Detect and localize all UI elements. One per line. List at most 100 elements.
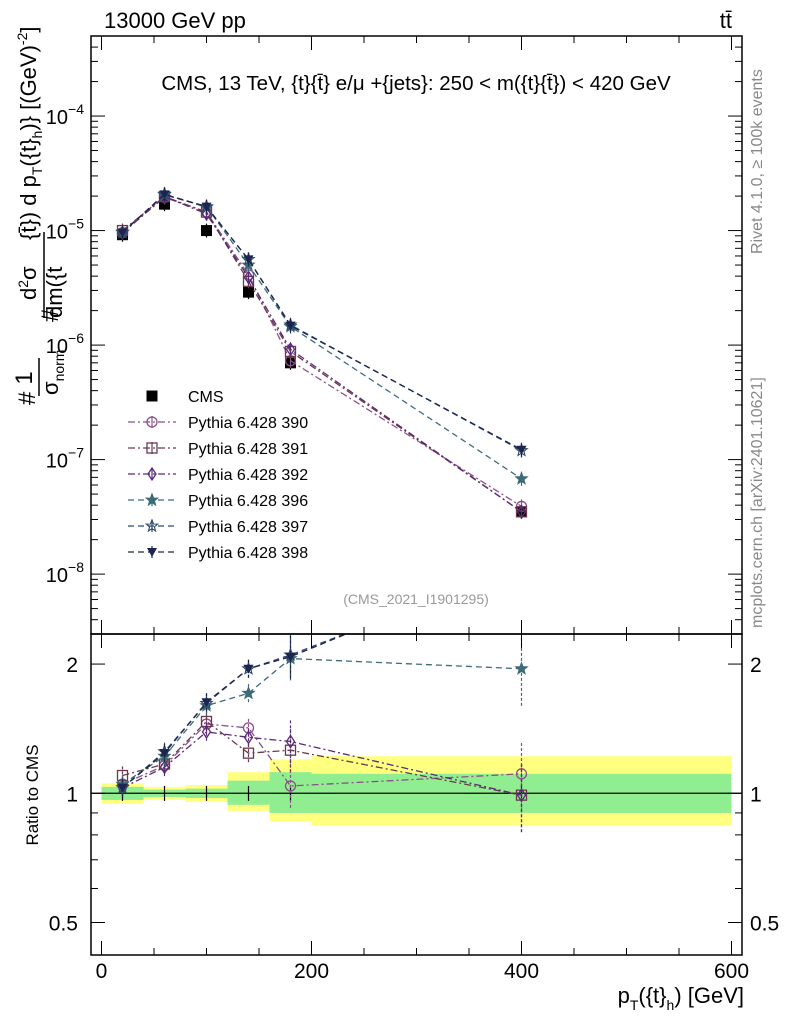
x-tick-label: 0 <box>96 960 108 983</box>
legend-item: Pythia 6.428 392 <box>128 466 308 484</box>
x-tick-label: 200 <box>294 960 329 983</box>
legend-item: Pythia 6.428 398 <box>128 545 308 562</box>
svg-text:dm({t: dm({t <box>42 267 67 318</box>
legend-label: Pythia 6.428 391 <box>188 441 308 458</box>
series-line <box>122 195 522 513</box>
legend-marker <box>146 416 158 428</box>
svg-text:#: # <box>14 391 41 405</box>
svg-text:{t̄}) d pT({t}h)} [(GeV)-2]: {t̄}) d pT({t}h)} [(GeV)-2] <box>14 27 45 241</box>
series-line <box>122 193 522 452</box>
legend-label: CMS <box>188 389 224 406</box>
svg-text:d2σ: d2σ <box>15 266 41 300</box>
ratio-y-axis-label: Ratio to CMS <box>23 744 42 845</box>
ratio-point <box>201 724 212 740</box>
series-line <box>122 193 522 451</box>
ratio-y-tick-label: 1 <box>66 783 78 806</box>
y-tick-label: 10−4 <box>46 101 84 129</box>
main-y-axis-label: # 1 σnorm # d2σ dm({t {t̄}) d pT({t}h)} … <box>11 27 67 406</box>
series-397 <box>115 186 529 458</box>
ratio-point <box>285 652 296 662</box>
ratio-line <box>122 720 522 796</box>
data-point <box>516 445 527 455</box>
data-point <box>243 255 254 265</box>
ratio-y-tick-label: 0.5 <box>49 912 78 935</box>
ratio-point <box>514 661 529 675</box>
ratio-point <box>284 744 297 756</box>
analysis-watermark: (CMS_2021_I1901295) <box>343 591 489 607</box>
ratio-axis-ticks: 2 2 1 1 0.5 0.5 0 200 400 600 <box>49 634 779 983</box>
legend-marker <box>146 390 158 402</box>
ratio-point <box>159 760 170 775</box>
series-398 <box>117 187 527 457</box>
legend-label: Pythia 6.428 392 <box>188 467 308 484</box>
legend-marker <box>144 492 160 507</box>
ratio-point <box>117 783 128 793</box>
legend-item: Pythia 6.428 390 <box>128 415 308 432</box>
legend-marker <box>147 466 157 482</box>
data-point <box>201 225 212 237</box>
data-point <box>516 504 527 519</box>
series-line <box>122 194 522 480</box>
data-point <box>243 270 254 285</box>
data-point <box>201 202 212 212</box>
ratio-y-tick-label-right: 1 <box>750 783 762 806</box>
svg-text:σnorm: σnorm <box>38 350 67 395</box>
legend: CMS Pythia 6.428 390 Pythia 6.428 391 Pythi… <box>128 389 308 562</box>
ratio-point <box>243 730 254 745</box>
x-axis-label: pT({t}h) [GeV] <box>618 983 744 1013</box>
legend-item: CMS <box>146 389 224 406</box>
data-point <box>285 342 296 357</box>
header-right: tt̄ <box>720 8 732 33</box>
series-line <box>122 196 522 507</box>
data-point <box>514 471 529 485</box>
ratio-point <box>515 768 528 780</box>
ratio-point <box>242 747 255 759</box>
legend-label: Pythia 6.428 397 <box>188 519 308 536</box>
ratio-point <box>243 664 254 674</box>
ratio-point <box>516 559 527 570</box>
series-392 <box>117 189 527 519</box>
series-391 <box>116 189 528 519</box>
header-left: 13000 GeV pp <box>104 8 246 33</box>
series-cms <box>117 197 527 519</box>
legend-item: Pythia 6.428 396 <box>128 492 308 510</box>
main-axis-ticks: 10−4 10−5 10−6 10−7 10−8 <box>46 35 742 635</box>
ratio-series-layer <box>115 558 529 833</box>
ratio-point <box>516 787 527 803</box>
ratio-point <box>242 722 255 734</box>
data-point <box>285 321 296 331</box>
ratio-point <box>517 558 527 567</box>
series-390 <box>116 190 528 514</box>
ratio-y-tick-label: 2 <box>66 654 78 677</box>
ratio-y-tick-label-right: 2 <box>750 654 762 677</box>
chart-title: CMS, 13 TeV, {t}{t̄} e/μ +{jets}: 250 < … <box>161 72 671 95</box>
data-point <box>243 286 254 298</box>
rivet-version-label: Rivet 4.1.0, ≥ 100k events <box>749 69 766 254</box>
ratio-line <box>122 731 522 796</box>
ratio-point <box>159 749 170 759</box>
ratio-line <box>122 723 522 787</box>
y-tick-label: 10−7 <box>46 445 84 473</box>
ratio-line <box>122 657 522 785</box>
series-396 <box>115 187 529 486</box>
ratio-point <box>285 734 296 749</box>
series-line <box>122 195 522 513</box>
y-tick-label: 10−8 <box>46 559 84 587</box>
legend-label: Pythia 6.428 390 <box>188 415 308 432</box>
y-tick-label: 10−6 <box>46 330 84 358</box>
x-tick-label: 600 <box>714 960 749 983</box>
legend-marker <box>146 442 158 454</box>
main-series-layer <box>115 186 529 519</box>
y-tick-label: 10−5 <box>46 216 84 244</box>
ratio-series-398 <box>117 558 527 798</box>
legend-marker <box>144 518 160 533</box>
ratio-line <box>122 634 348 789</box>
data-point <box>159 190 170 200</box>
legend-label: Pythia 6.428 398 <box>188 545 308 562</box>
ratio-y-tick-label-right: 0.5 <box>750 912 779 935</box>
ratio-uncertainty-bands <box>91 756 742 826</box>
legend-item: Pythia 6.428 397 <box>128 518 308 536</box>
mcplots-label: mcplots.cern.ch [arXiv:2401.10621] <box>749 377 766 628</box>
ratio-point <box>201 698 212 708</box>
